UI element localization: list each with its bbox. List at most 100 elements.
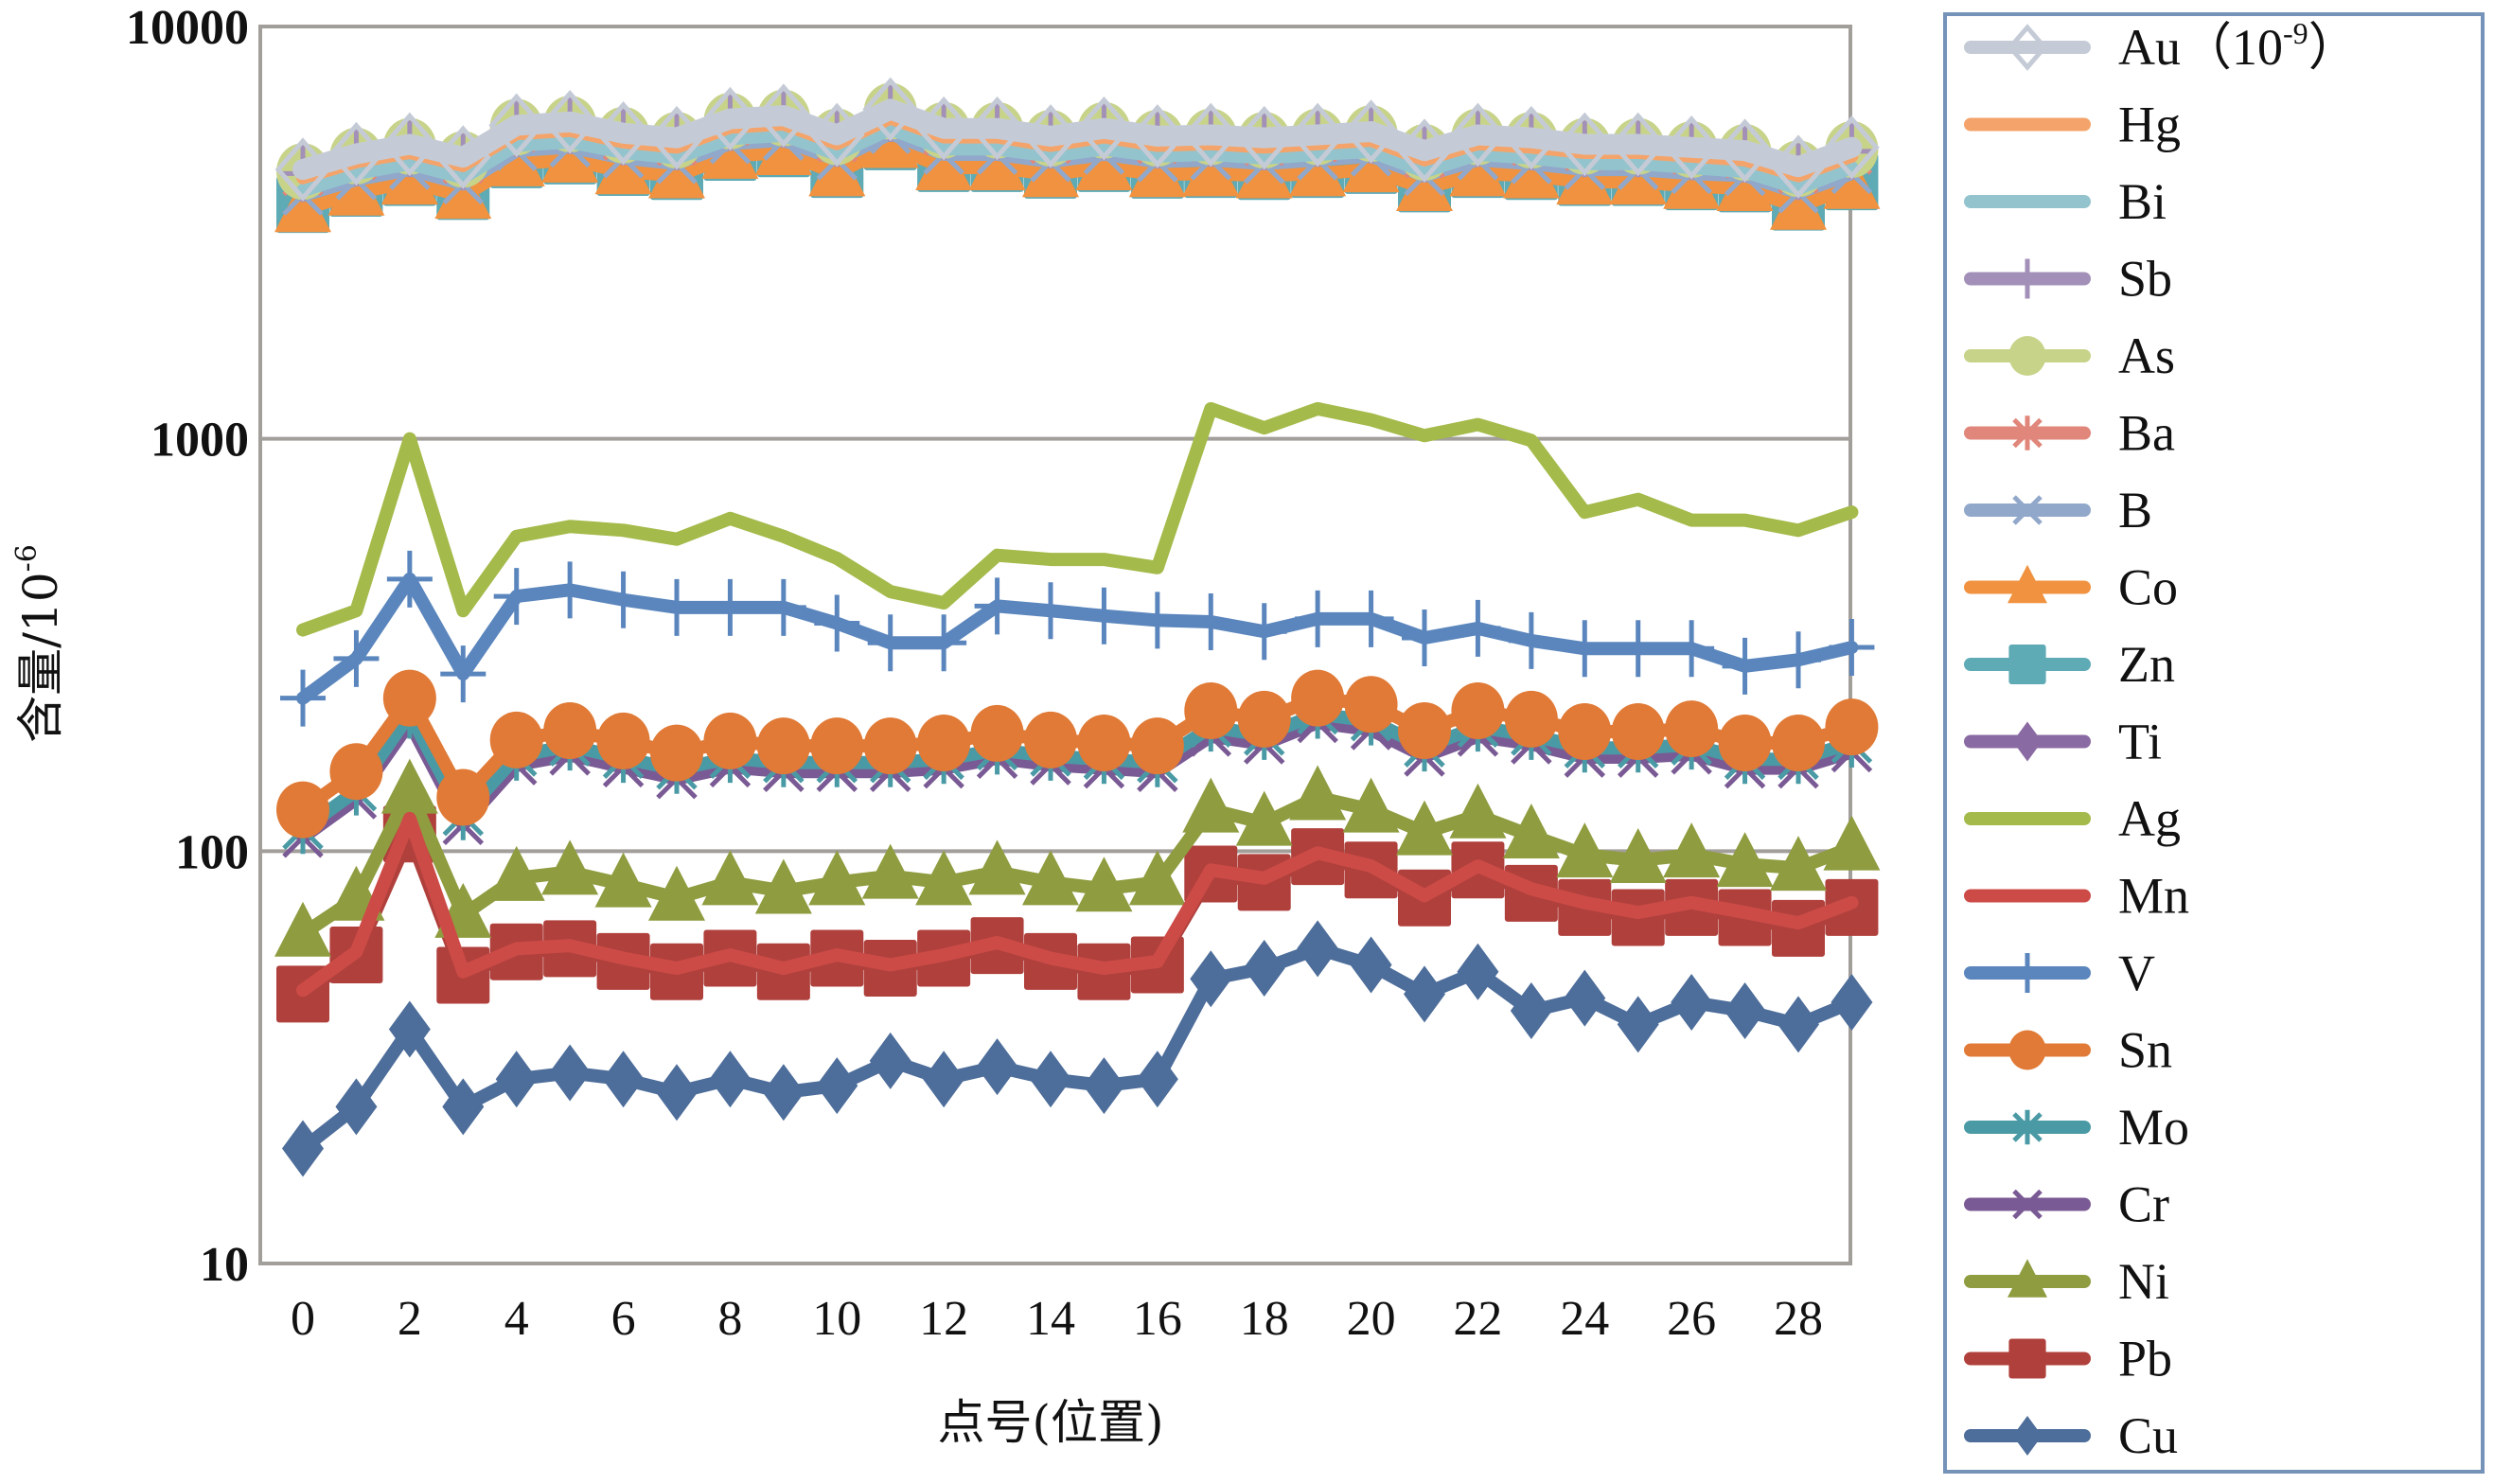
data-point-v xyxy=(440,645,486,703)
legend-item-b: B xyxy=(1964,482,2152,539)
data-point-au xyxy=(1610,112,1667,177)
legend-label: Ba xyxy=(2118,405,2175,462)
y-tick-label: 10000 xyxy=(126,1,249,55)
y-tick-label: 10 xyxy=(200,1238,249,1292)
data-point-v xyxy=(1455,599,1501,657)
data-point-sn xyxy=(1344,676,1398,733)
series-cu xyxy=(282,920,1873,1177)
y-tick-label: 100 xyxy=(175,825,249,879)
data-point-au xyxy=(1770,134,1827,199)
data-point-v xyxy=(974,577,1020,635)
data-point-v xyxy=(1081,587,1127,645)
legend-item-sn: Sn xyxy=(1964,1022,2172,1079)
data-point-co xyxy=(541,127,599,183)
data-point-sn xyxy=(1130,717,1184,775)
data-point-cu xyxy=(602,1051,645,1108)
data-point-sn xyxy=(276,781,329,839)
legend-label: Cr xyxy=(2118,1176,2169,1233)
legend-label: B xyxy=(2118,482,2152,539)
svg-text:含量/10-6: 含量/10-6 xyxy=(10,544,68,743)
data-point-au xyxy=(1824,115,1880,180)
data-point-v xyxy=(1615,620,1661,678)
data-point-au xyxy=(915,96,972,161)
legend-marker-icon xyxy=(2008,336,2046,376)
data-point-ni xyxy=(1396,800,1453,856)
data-point-sn xyxy=(489,711,543,768)
data-point-au xyxy=(274,137,331,202)
data-point-au xyxy=(1022,104,1079,168)
data-point-co xyxy=(915,134,973,190)
data-point-au xyxy=(969,96,1025,161)
x-tick-label: 22 xyxy=(1453,1292,1502,1346)
data-point-cu xyxy=(1724,982,1766,1040)
legend-marker-icon xyxy=(2008,1259,2047,1298)
data-point-v xyxy=(921,614,967,672)
legend-label: Ni xyxy=(2118,1253,2169,1310)
data-point-au xyxy=(1343,99,1399,164)
data-point-co xyxy=(594,139,652,195)
data-point-au xyxy=(755,83,812,148)
data-point-cu xyxy=(1831,974,1873,1032)
legend-marker-icon xyxy=(2012,721,2043,762)
legend-item-ti: Ti xyxy=(1964,714,2162,770)
legend-item-sb: Sb xyxy=(1964,251,2172,308)
data-point-cu xyxy=(1510,982,1552,1040)
data-point-cu xyxy=(442,1078,485,1136)
data-point-au xyxy=(702,86,758,151)
legend-marker-icon xyxy=(2007,24,2048,71)
data-point-au xyxy=(1236,105,1293,170)
data-point-v xyxy=(814,594,860,652)
data-point-au xyxy=(381,112,438,177)
legend-label: Sn xyxy=(2118,1022,2172,1079)
data-point-co xyxy=(1716,156,1774,212)
series-line-au xyxy=(292,98,1863,181)
data-point-cu xyxy=(335,1078,378,1136)
legend: Au（10-9） Hg Bi Sb As Ba B Co Zn Ti Ag Mn V Sn Mo Cr Ni Pb… xyxy=(1943,12,2485,1474)
data-point-ni xyxy=(915,850,973,906)
series-au xyxy=(274,77,1880,202)
legend-marker-icon xyxy=(2012,415,2043,450)
legend-label: Ti xyxy=(2118,714,2162,770)
data-point-co xyxy=(1663,153,1721,209)
legend-item-pb: Pb xyxy=(1964,1331,2172,1387)
data-point-sn xyxy=(917,714,971,771)
data-point-v xyxy=(1134,592,1180,649)
data-point-v xyxy=(333,629,380,687)
data-point-ni xyxy=(1449,783,1507,839)
data-point-sn xyxy=(436,768,490,826)
data-point-au xyxy=(808,102,865,168)
y-axis-title-superscript: -6 xyxy=(10,544,44,572)
data-point-cu xyxy=(923,1051,965,1108)
data-point-co xyxy=(1449,141,1507,197)
x-tick-label: 20 xyxy=(1347,1292,1396,1346)
data-point-v xyxy=(867,614,913,672)
series-v xyxy=(280,550,1875,727)
x-tick-label: 10 xyxy=(812,1292,861,1346)
x-tick-label: 18 xyxy=(1240,1292,1289,1346)
data-point-v xyxy=(600,571,646,628)
data-point-v xyxy=(1508,611,1554,669)
x-tick-label: 16 xyxy=(1133,1292,1182,1346)
legend-item-zn: Zn xyxy=(1964,636,2175,693)
x-tick-label: 8 xyxy=(717,1292,742,1346)
data-point-sn xyxy=(1184,682,1238,740)
legend-label: Bi xyxy=(2118,173,2167,230)
legend-marker-icon xyxy=(2011,258,2043,299)
data-point-co xyxy=(487,131,545,186)
x-axis-title: 点号(位置) xyxy=(937,1395,1163,1450)
data-point-cu xyxy=(1350,936,1392,994)
legend-label: V xyxy=(2118,945,2155,1001)
data-point-cu xyxy=(1083,1057,1125,1115)
data-point-ni xyxy=(1342,777,1400,833)
series-sn xyxy=(276,669,1879,839)
data-point-cu xyxy=(1136,1051,1178,1108)
data-point-v xyxy=(1829,619,1875,677)
data-point-ni xyxy=(1556,822,1614,878)
y-axis-ticks: 10 100 1000 10000 xyxy=(126,1,249,1292)
data-point-v xyxy=(1402,610,1447,667)
data-point-cu xyxy=(656,1064,698,1122)
data-point-ni xyxy=(1663,822,1721,878)
data-point-ni xyxy=(1609,828,1667,884)
data-point-au xyxy=(648,105,705,170)
x-tick-label: 28 xyxy=(1774,1292,1823,1346)
